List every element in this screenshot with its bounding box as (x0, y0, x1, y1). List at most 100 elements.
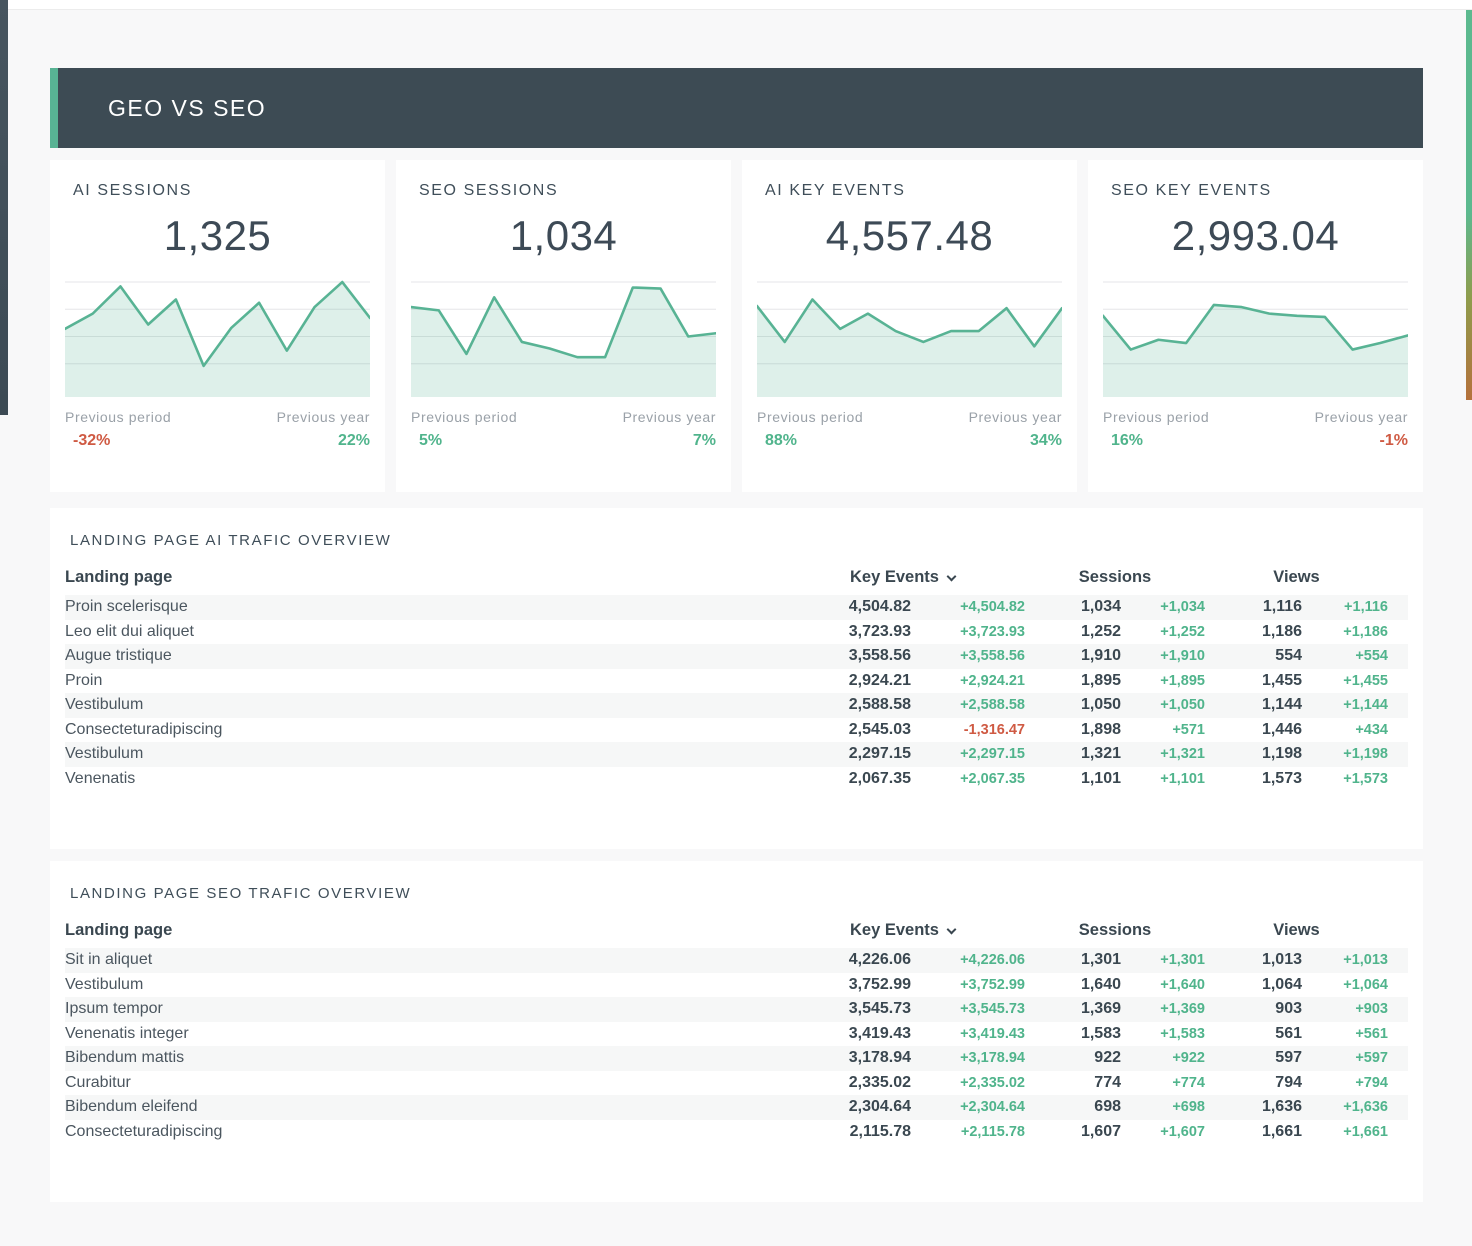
metric-value-cell: 1,910 (1025, 647, 1121, 665)
dashboard: GEO VS SEO AI SESSIONS 1,325 Previous pe… (50, 0, 1423, 1202)
metric-value-cell: 1,252 (1025, 623, 1121, 641)
metric-value-cell: 3,419.43 (780, 1025, 911, 1043)
metric-value-cell: 903 (1205, 1000, 1302, 1018)
previous-year-value: 7% (623, 432, 716, 450)
table-row: Vestibulum2,588.58+2,588.581,050+1,0501,… (65, 693, 1408, 718)
sparkline-chart (1103, 276, 1408, 397)
metric-value-cell: 1,898 (1025, 721, 1121, 739)
kpi-card-seo-key-events: SEO KEY EVENTS 2,993.04 Previous period … (1088, 160, 1423, 492)
table-header-row: Landing page Key Events Sessions Views (65, 918, 1408, 942)
metric-value-cell: 698 (1025, 1098, 1121, 1116)
metric-change-cell: +597 (1302, 1050, 1388, 1066)
metric-value-cell: 2,304.64 (780, 1098, 911, 1116)
col-header-key-events[interactable]: Key Events (780, 918, 1025, 942)
previous-period-label: Previous period (411, 409, 517, 425)
kpi-card-ai-sessions: AI SESSIONS 1,325 Previous period -32% P… (50, 160, 385, 492)
previous-year-value: 34% (969, 432, 1062, 450)
landing-page-cell: Bibendum eleifend (65, 1098, 780, 1116)
metric-value-cell: 2,924.21 (780, 672, 911, 690)
col-header-sessions[interactable]: Sessions (1025, 565, 1205, 589)
metric-change-cell: +3,723.93 (911, 624, 1025, 640)
table-row: Vestibulum3,752.99+3,752.991,640+1,6401,… (65, 973, 1408, 998)
metric-change-cell: +2,304.64 (911, 1099, 1025, 1115)
metric-change-cell: +1,910 (1121, 648, 1205, 664)
ai-traffic-table-card: LANDING PAGE AI TRAFIC OVERVIEW Landing … (50, 508, 1423, 849)
table-row: Ipsum tempor3,545.73+3,545.731,369+1,369… (65, 997, 1408, 1022)
metric-change-cell: +2,115.78 (911, 1124, 1025, 1140)
kpi-label: AI KEY EVENTS (765, 182, 1062, 200)
kpi-card-ai-key-events: AI KEY EVENTS 4,557.48 Previous period 8… (742, 160, 1077, 492)
metric-value-cell: 922 (1025, 1049, 1121, 1067)
metric-value-cell: 3,752.99 (780, 976, 911, 994)
col-header-views[interactable]: Views (1205, 565, 1388, 589)
kpi-footer: Previous period 88% Previous year 34% (757, 409, 1062, 450)
metric-change-cell: +1,186 (1302, 624, 1388, 640)
kpi-value: 4,557.48 (757, 212, 1062, 260)
metric-value-cell: 2,545.03 (780, 721, 911, 739)
metric-value-cell: 1,013 (1205, 951, 1302, 969)
table-row: Venenatis integer3,419.43+3,419.431,583+… (65, 1022, 1408, 1047)
metric-value-cell: 774 (1025, 1074, 1121, 1092)
landing-page-cell: Venenatis (65, 770, 780, 788)
metric-change-cell: +1,895 (1121, 673, 1205, 689)
metric-value-cell: 3,723.93 (780, 623, 911, 641)
metric-change-cell: +1,321 (1121, 746, 1205, 762)
metric-change-cell: +1,101 (1121, 771, 1205, 787)
sparkline-chart (65, 276, 370, 397)
metric-value-cell: 3,178.94 (780, 1049, 911, 1067)
landing-page-cell: Curabitur (65, 1074, 780, 1092)
kpi-row: AI SESSIONS 1,325 Previous period -32% P… (50, 160, 1423, 492)
metric-change-cell: +4,226.06 (911, 952, 1025, 968)
metric-value-cell: 1,144 (1205, 696, 1302, 714)
previous-period-value: -32% (65, 432, 171, 450)
landing-page-cell: Proin scelerisque (65, 598, 780, 616)
metric-value-cell: 1,116 (1205, 598, 1302, 616)
metric-change-cell: +1,144 (1302, 697, 1388, 713)
kpi-label: SEO KEY EVENTS (1111, 182, 1408, 200)
metric-change-cell: +1,573 (1302, 771, 1388, 787)
metric-change-cell: +1,636 (1302, 1099, 1388, 1115)
previous-period-label: Previous period (1103, 409, 1209, 425)
metric-change-cell: +2,067.35 (911, 771, 1025, 787)
col-header-key-events[interactable]: Key Events (780, 565, 1025, 589)
metric-change-cell: +571 (1121, 722, 1205, 738)
metric-change-cell: +2,335.02 (911, 1075, 1025, 1091)
metric-change-cell: +1,369 (1121, 1001, 1205, 1017)
page-title: GEO VS SEO (108, 95, 266, 122)
kpi-value: 1,034 (411, 212, 716, 260)
metric-value-cell: 1,198 (1205, 745, 1302, 763)
metric-value-cell: 3,558.56 (780, 647, 911, 665)
metric-change-cell: +922 (1121, 1050, 1205, 1066)
previous-period-value: 5% (411, 432, 517, 450)
metric-value-cell: 1,301 (1025, 951, 1121, 969)
previous-year-value: 22% (277, 432, 370, 450)
previous-year-label: Previous year (623, 409, 716, 425)
metric-value-cell: 2,588.58 (780, 696, 911, 714)
col-header-landing-page: Landing page (65, 565, 780, 589)
previous-period-value: 16% (1103, 432, 1209, 450)
report-header: GEO VS SEO (50, 68, 1423, 148)
metric-value-cell: 1,455 (1205, 672, 1302, 690)
metric-change-cell: +2,588.58 (911, 697, 1025, 713)
col-header-sessions[interactable]: Sessions (1025, 918, 1205, 942)
metric-change-cell: +1,198 (1302, 746, 1388, 762)
table-title: LANDING PAGE AI TRAFIC OVERVIEW (50, 532, 1423, 549)
metric-value-cell: 1,636 (1205, 1098, 1302, 1116)
metric-change-cell: +3,752.99 (911, 977, 1025, 993)
metric-value-cell: 2,067.35 (780, 770, 911, 788)
landing-page-cell: Vestibulum (65, 745, 780, 763)
col-header-views[interactable]: Views (1205, 918, 1388, 942)
previous-period-label: Previous period (65, 409, 171, 425)
metric-value-cell: 561 (1205, 1025, 1302, 1043)
table-row: Vestibulum2,297.15+2,297.151,321+1,3211,… (65, 742, 1408, 767)
top-edge-strip (0, 0, 1472, 10)
metric-change-cell: +3,178.94 (911, 1050, 1025, 1066)
metric-change-cell: +1,301 (1121, 952, 1205, 968)
previous-year-label: Previous year (969, 409, 1062, 425)
metric-change-cell: +1,252 (1121, 624, 1205, 640)
metric-value-cell: 1,583 (1025, 1025, 1121, 1043)
landing-page-cell: Consecteturadipiscing (65, 1123, 780, 1141)
metric-change-cell: +3,419.43 (911, 1026, 1025, 1042)
metric-value-cell: 3,545.73 (780, 1000, 911, 1018)
metric-value-cell: 4,226.06 (780, 951, 911, 969)
